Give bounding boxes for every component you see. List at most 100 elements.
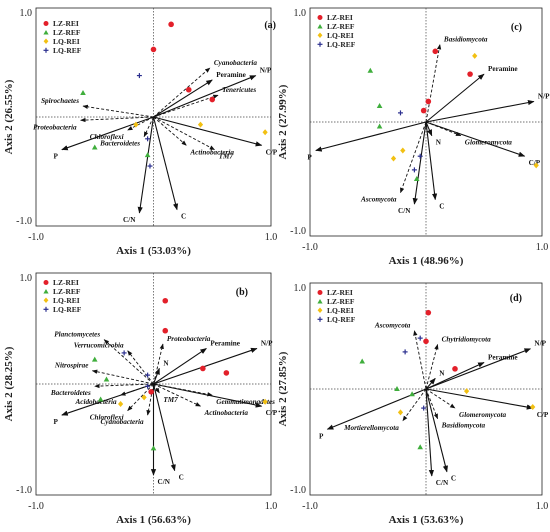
sample-point-lq-rei (397, 409, 404, 416)
env-label: N (163, 359, 169, 367)
env-label: N (436, 139, 442, 147)
sample-point-lq-rei (262, 398, 268, 405)
taxon-label: Ascomycota (374, 322, 411, 330)
x-tick-label: 1.0 (536, 242, 549, 253)
env-arrow (326, 388, 427, 430)
taxon-arrow (425, 388, 456, 409)
legend-label: LZ-REI (327, 288, 353, 297)
env-label: C/N (158, 478, 171, 486)
taxon-label: Gemmatimonadetes (216, 398, 275, 406)
env-arrow (425, 121, 526, 157)
taxon-label: Proteobacteria (167, 335, 211, 343)
legend-marker-lz-ref (317, 299, 323, 304)
taxon-arrow (153, 383, 160, 394)
sample-point-lz-ref (91, 144, 98, 150)
env-label: C/N (398, 207, 411, 215)
sample-point-lz-rei (162, 327, 169, 334)
env-label: C/P (266, 148, 278, 156)
x-tick-label: -1.0 (28, 232, 44, 243)
legend-marker-lz-ref (43, 289, 49, 294)
taxon-label: Glomeromycota (459, 411, 507, 419)
sample-point-lq-ref (421, 405, 427, 411)
taxon-arrow (153, 116, 216, 151)
sample-point-lq-rei (530, 404, 536, 411)
taxon-label: Glomeromycota (465, 139, 513, 147)
taxon-label: Proteobacteria (33, 123, 77, 131)
y-tick-label: 1.0 (294, 8, 307, 19)
env-arrow (425, 388, 534, 410)
sample-point-lz-rei (209, 96, 216, 103)
sample-point-lq-ref (147, 163, 153, 169)
env-label: N/P (534, 340, 546, 348)
taxon-label: Nitrospirae (54, 362, 89, 370)
sample-point-lz-ref (91, 356, 98, 362)
taxon-label: Cyanobacteria (101, 418, 145, 426)
panel-label: (b) (236, 287, 248, 298)
sample-point-lq-ref (145, 372, 151, 378)
sample-point-lz-rei (162, 297, 169, 304)
legend-label: LQ-REF (53, 46, 82, 55)
taxon-arrow (425, 388, 439, 420)
legend-marker-lz-rei (43, 21, 49, 26)
sample-point-lq-rei (141, 394, 147, 401)
sample-point-lz-rei (150, 46, 157, 53)
panel-d: (d) -1.0 1.0 1.0 -1.0 Axis 1 (53.63%) Axis 2 (… (277, 282, 549, 526)
env-arrow (61, 383, 154, 416)
taxon-arrow (82, 104, 154, 118)
env-arrow (425, 99, 535, 123)
env-label: P (319, 432, 324, 440)
sample-point-lz-ref (80, 90, 86, 96)
y-tick-label: 1.0 (294, 283, 307, 294)
env-label: Peramine (488, 354, 518, 362)
env-label: C (179, 474, 184, 482)
x-tick-label: 1.0 (265, 501, 278, 512)
x-tick-label: -1.0 (28, 501, 44, 512)
env-arrow (61, 116, 154, 151)
legend-marker-lq-rei (43, 297, 49, 303)
sample-point-lz-ref (376, 103, 383, 109)
legend-label: LZ-REF (53, 28, 81, 37)
taxon-label: Acidobacteria (74, 398, 117, 406)
env-label: C/N (123, 216, 136, 224)
taxon-label: Actinobacteria (189, 148, 234, 156)
taxon-arrow (103, 339, 154, 385)
env-arrow (152, 367, 160, 385)
sample-point-lz-rei (425, 98, 432, 105)
taxon-label: Basidiomycota (443, 35, 488, 43)
env-arrow (137, 116, 155, 214)
env-label: N (439, 369, 445, 377)
taxon-arrow (425, 43, 442, 123)
y-tick-label: 1.0 (20, 8, 33, 19)
sample-point-lq-rei (133, 121, 139, 128)
env-label: C (451, 475, 456, 483)
env-label: P (53, 418, 58, 426)
env-label: N/P (260, 67, 272, 75)
env-arrow (425, 348, 532, 390)
y-axis-title: Axis 2 (27.99%) (277, 84, 289, 159)
env-arrow (412, 121, 427, 205)
env-label: C/P (529, 159, 541, 167)
y-tick-label: -1.0 (16, 485, 32, 496)
taxon-label: TM7 (163, 396, 178, 404)
taxon-arrow (153, 383, 201, 407)
env-label: P (307, 154, 312, 162)
taxon-arrow (143, 116, 154, 138)
sample-point-lz-rei (452, 366, 458, 372)
sample-point-lq-ref (136, 73, 142, 79)
taxon-arrow (425, 343, 439, 390)
sample-point-lz-ref (103, 376, 110, 382)
env-arrow (152, 116, 179, 211)
sample-point-lz-rei (223, 370, 230, 376)
sample-point-lz-ref (150, 445, 157, 451)
env-label: Peramine (488, 65, 518, 73)
env-arrow (425, 388, 448, 473)
y-axis-title: Axis 2 (27.85%) (277, 351, 289, 426)
legend-label: LZ-REI (53, 19, 79, 28)
env-arrow (153, 347, 258, 385)
y-axis-title: Axis 2 (26.55%) (3, 79, 15, 154)
env-arrow (425, 377, 436, 390)
sample-point-lz-rei (168, 21, 174, 28)
